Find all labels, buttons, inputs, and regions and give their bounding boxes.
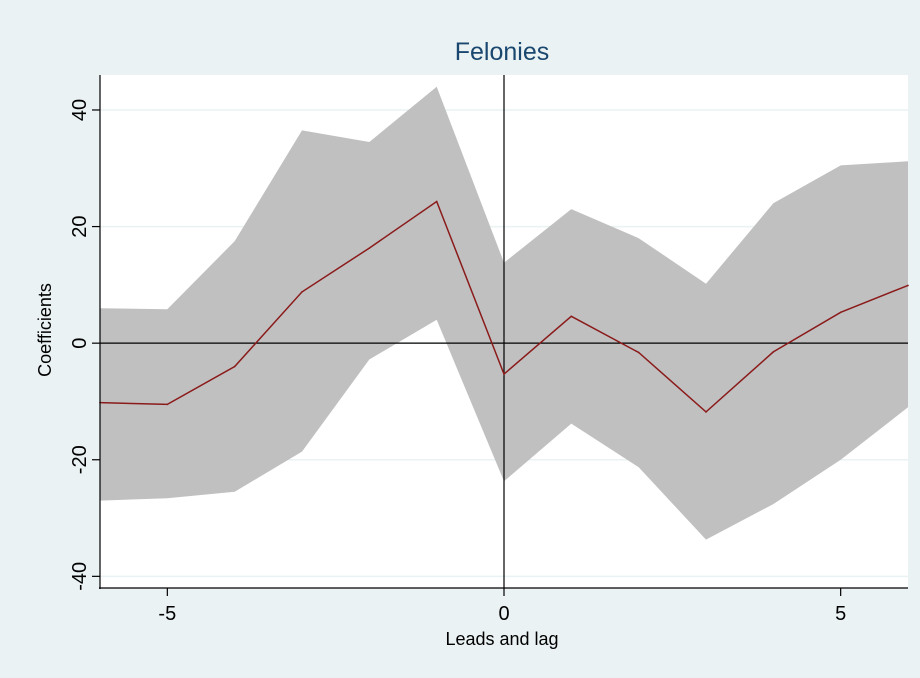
data-point-0-1 [166, 403, 169, 406]
y-axis-title: Coefficients [35, 283, 55, 377]
data-point-0-4 [368, 247, 371, 249]
data-point-0-3 [301, 291, 303, 293]
y-tick-label-3: 20 [69, 215, 91, 237]
axes [92, 75, 908, 596]
x-tick-label-1: 0 [498, 603, 509, 625]
y-tick-label-1: -20 [69, 445, 91, 474]
tick-labels: -40 -20 0 20 40 -5 0 5 [69, 99, 846, 625]
chart-title: Felonies [455, 38, 550, 66]
data-point-0-8 [637, 351, 640, 354]
x-axis-title: Leads and lag [445, 629, 558, 649]
x-tick-label-0: -5 [158, 603, 176, 625]
y-tick-label-2: 0 [69, 338, 91, 349]
data-point-0-9 [705, 411, 707, 413]
y-tick-label-4: 40 [69, 99, 91, 121]
y-tick-label-0: -40 [69, 562, 91, 591]
data-point-0-12 [907, 284, 909, 287]
data-point-0-2 [233, 365, 236, 368]
data-point-0-10 [772, 351, 775, 353]
series-line-layer [99, 200, 909, 413]
reference-lines [100, 75, 908, 588]
x-tick-label-2: 5 [835, 603, 846, 625]
data-point-0-11 [839, 311, 842, 314]
data-point-0-5 [435, 200, 438, 203]
data-point-0-7 [570, 315, 573, 318]
data-point-0-6 [503, 373, 505, 375]
